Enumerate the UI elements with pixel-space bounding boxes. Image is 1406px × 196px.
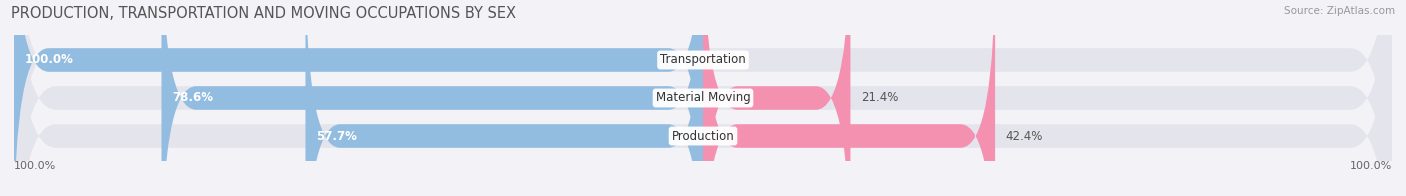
Text: 42.4%: 42.4%: [1005, 130, 1043, 142]
FancyBboxPatch shape: [305, 0, 703, 196]
FancyBboxPatch shape: [14, 0, 1392, 196]
Text: 0.0%: 0.0%: [713, 54, 742, 66]
Text: Production: Production: [672, 130, 734, 142]
Text: 100.0%: 100.0%: [24, 54, 73, 66]
Text: Material Moving: Material Moving: [655, 92, 751, 104]
Text: PRODUCTION, TRANSPORTATION AND MOVING OCCUPATIONS BY SEX: PRODUCTION, TRANSPORTATION AND MOVING OC…: [11, 6, 516, 21]
Text: 100.0%: 100.0%: [14, 161, 56, 171]
Text: Transportation: Transportation: [661, 54, 745, 66]
Text: Source: ZipAtlas.com: Source: ZipAtlas.com: [1284, 6, 1395, 16]
FancyBboxPatch shape: [703, 0, 851, 196]
FancyBboxPatch shape: [14, 0, 703, 196]
Text: 21.4%: 21.4%: [860, 92, 898, 104]
FancyBboxPatch shape: [14, 0, 1392, 196]
Text: 78.6%: 78.6%: [172, 92, 212, 104]
FancyBboxPatch shape: [162, 0, 703, 196]
FancyBboxPatch shape: [703, 0, 995, 196]
Text: 57.7%: 57.7%: [316, 130, 357, 142]
Text: 100.0%: 100.0%: [1350, 161, 1392, 171]
FancyBboxPatch shape: [14, 0, 1392, 196]
